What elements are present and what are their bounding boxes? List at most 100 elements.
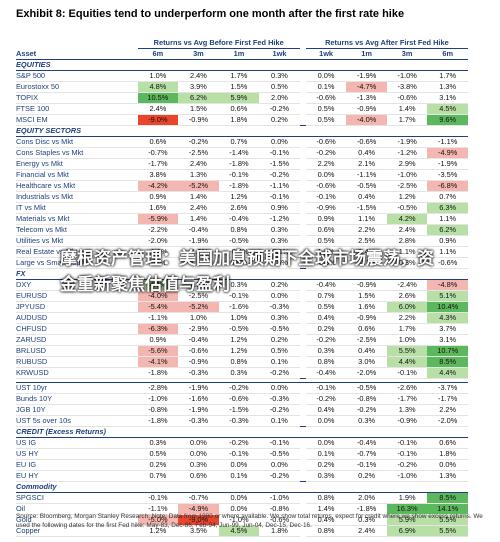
- asset-name: EU IG: [16, 459, 138, 471]
- return-cell: 5.5%: [427, 525, 468, 537]
- return-cell: -0.6%: [346, 136, 387, 148]
- return-cell: 1.0%: [137, 70, 179, 82]
- return-cell: 8.5%: [427, 356, 468, 368]
- return-cell: 1.7%: [386, 323, 428, 335]
- return-cell: -5.6%: [137, 345, 179, 357]
- return-cell: -0.9%: [386, 415, 428, 427]
- return-cell: -0.5%: [346, 180, 387, 192]
- return-cell: 0.4%: [305, 514, 347, 526]
- return-cell: 4.7%: [137, 279, 179, 291]
- section-label: CREDIT (Excess Returns): [16, 426, 468, 438]
- return-cell: -2.5%: [386, 180, 428, 192]
- return-cell: 0.4%: [346, 147, 387, 159]
- return-cell: -0.2%: [218, 382, 260, 394]
- return-cell: 9.6%: [427, 114, 468, 126]
- return-cell: 5.5%: [427, 514, 468, 526]
- return-cell: 10.5%: [137, 92, 179, 104]
- return-cell: -0.6%: [305, 136, 347, 148]
- return-cell: -0.3%: [259, 301, 300, 313]
- return-cell: 3.1%: [427, 334, 468, 346]
- return-cell: 1.0%: [218, 312, 260, 324]
- return-cell: -0.1%: [137, 492, 179, 504]
- return-cell: 2.4%: [178, 158, 219, 170]
- return-cell: 1.0%: [178, 312, 219, 324]
- return-cell: -0.1%: [386, 448, 428, 460]
- asset-name: Cons Staples vs Mkt: [16, 147, 138, 159]
- return-cell: 0.6%: [218, 103, 260, 115]
- return-cell: -1.1%: [427, 136, 468, 148]
- return-cell: -1.8%: [218, 180, 260, 192]
- return-cell: 1.2%: [386, 191, 428, 203]
- return-cell: -2.6%: [386, 382, 428, 394]
- footnote: Source: Bloomberg, Morgan Stanley Resear…: [16, 513, 483, 529]
- return-cell: 0.7%: [137, 470, 179, 482]
- return-cell: 0.3%: [137, 437, 179, 449]
- return-cell: -5.4%: [137, 301, 179, 313]
- return-cell: -0.1%: [259, 147, 300, 159]
- asset-name: Cons Disc vs Mkt: [16, 136, 138, 148]
- return-cell: -3.7%: [427, 382, 468, 394]
- watermark: 摩根资产管理：美国加息预期下全球市场震荡，资金重新聚焦估值与盈利: [60, 249, 434, 294]
- return-cell: -0.2%: [259, 470, 300, 482]
- return-cell: 0.3%: [346, 415, 387, 427]
- asset-name: JGB 10Y: [16, 404, 138, 416]
- return-cell: 4.4%: [427, 367, 468, 379]
- return-cell: -1.8%: [137, 415, 179, 427]
- return-cell: 1.1%: [386, 246, 428, 258]
- return-cell: -0.1%: [259, 437, 300, 449]
- return-cell: -0.5%: [346, 382, 387, 394]
- return-cell: 0.4%: [305, 404, 347, 416]
- column-header: 3m: [386, 48, 428, 60]
- return-cell: 2.8%: [386, 235, 428, 247]
- asset-name: UST 5s over 10s: [16, 415, 138, 427]
- return-cell: -1.2%: [259, 213, 300, 225]
- return-cell: -0.1%: [386, 437, 428, 449]
- return-cell: -1.5%: [346, 202, 387, 214]
- asset-name: DXY: [16, 279, 138, 291]
- return-cell: 1.7%: [218, 70, 260, 82]
- return-cell: 2.2%: [346, 224, 387, 236]
- asset-name: BRLUSD: [16, 345, 138, 357]
- return-cell: 10.4%: [427, 301, 468, 313]
- return-cell: 6.9%: [386, 525, 428, 537]
- return-cell: 1.3%: [178, 169, 219, 181]
- asset-name: TOPIX: [16, 92, 138, 104]
- asset-name: Utilities vs Mkt: [16, 235, 138, 247]
- return-cell: -0.9%: [178, 356, 219, 368]
- return-cell: -4.9%: [427, 147, 468, 159]
- return-cell: -2.5%: [346, 334, 387, 346]
- return-cell: 0.2%: [259, 279, 300, 291]
- column-header: 3m: [178, 48, 219, 60]
- return-cell: -9.0%: [137, 114, 179, 126]
- return-cell: 1.2%: [218, 345, 260, 357]
- return-cell: 0.3%: [259, 312, 300, 324]
- return-cell: 6.3%: [427, 202, 468, 214]
- return-cell: 6.2%: [427, 224, 468, 236]
- return-cell: 0.9%: [137, 191, 179, 203]
- return-cell: 2.1%: [346, 158, 387, 170]
- return-cell: 0.1%: [305, 81, 347, 93]
- section-label: [16, 378, 468, 383]
- return-cell: 2.4%: [346, 525, 387, 537]
- return-cell: -1.6%: [178, 393, 219, 405]
- return-cell: 0.2%: [305, 323, 347, 335]
- return-cell: 0.9%: [259, 202, 300, 214]
- asset-name: IT vs Mkt: [16, 202, 138, 214]
- return-cell: 5.9%: [386, 514, 428, 526]
- return-cell: 2.4%: [178, 70, 219, 82]
- return-cell: 0.0%: [305, 169, 347, 181]
- return-cell: -1.1%: [259, 180, 300, 192]
- return-cell: 0.2%: [305, 459, 347, 471]
- return-cell: -1.8%: [218, 158, 260, 170]
- return-cell: 0.2%: [259, 114, 300, 126]
- return-cell: 1.2%: [218, 334, 260, 346]
- column-header: 1m: [346, 48, 387, 60]
- return-cell: -5.2%: [178, 301, 219, 313]
- return-cell: -2.0%: [427, 415, 468, 427]
- return-cell: -0.9%: [346, 312, 387, 324]
- group-header: Returns vs Avg Before First Fed Hike: [137, 38, 300, 49]
- return-cell: -0.2%: [178, 136, 219, 148]
- return-cell: -1.2%: [386, 147, 428, 159]
- return-cell: 4.3%: [427, 312, 468, 324]
